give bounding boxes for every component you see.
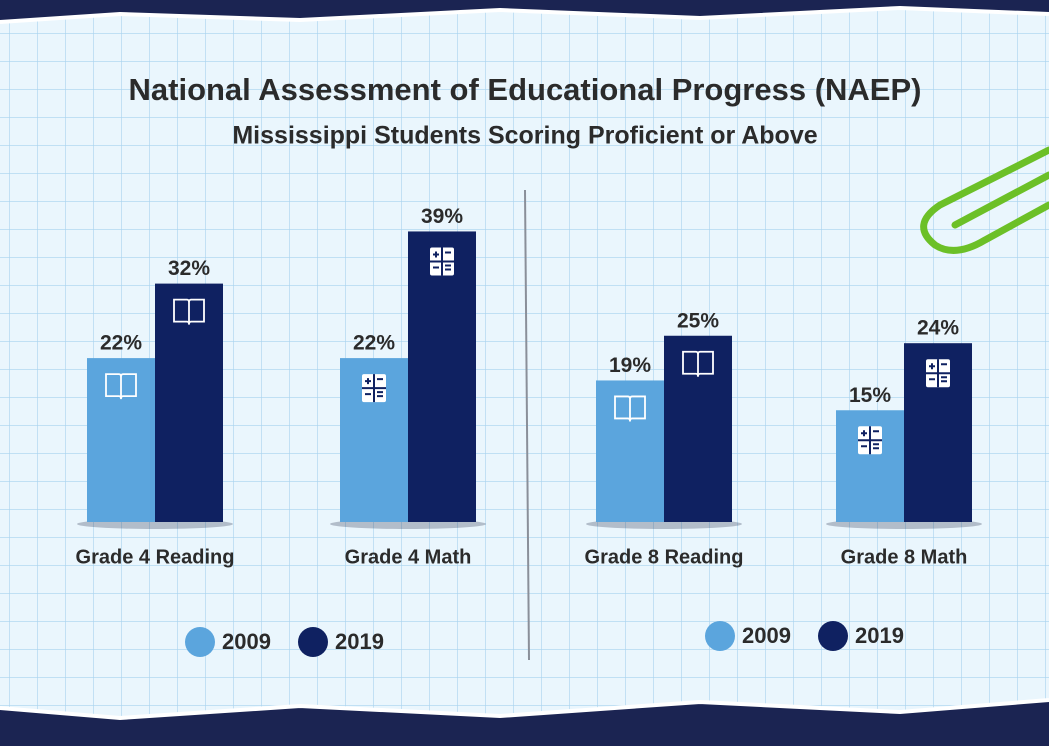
value-label: 15% (849, 384, 891, 407)
value-label: 39% (421, 205, 463, 228)
value-label: 24% (917, 317, 959, 340)
x-tick-label: Grade 4 Math (345, 546, 472, 568)
x-tick-label: Grade 4 Reading (76, 546, 235, 568)
legend-swatch (185, 627, 215, 657)
x-tick-label: Grade 8 Reading (585, 546, 744, 568)
value-label: 22% (353, 332, 395, 355)
chart-subtitle: Mississippi Students Scoring Proficient … (232, 122, 817, 150)
value-label: 25% (677, 309, 719, 332)
chart-title: National Assessment of Educational Progr… (129, 72, 922, 107)
value-label: 19% (609, 354, 651, 377)
value-label: 32% (168, 257, 210, 280)
legend-swatch (705, 621, 735, 651)
x-tick-label: Grade 8 Math (841, 546, 968, 568)
chart: National Assessment of Educational Progr… (0, 0, 1049, 746)
legend-label: 2009 (742, 623, 791, 648)
legend-swatch (298, 627, 328, 657)
legend-label: 2019 (335, 629, 384, 654)
value-label: 22% (100, 332, 142, 355)
legend-label: 2009 (222, 629, 271, 654)
page: {"chart_data": {"type": "bar", "title": … (0, 0, 1049, 746)
legend-label: 2019 (855, 623, 904, 648)
legend-swatch (818, 621, 848, 651)
